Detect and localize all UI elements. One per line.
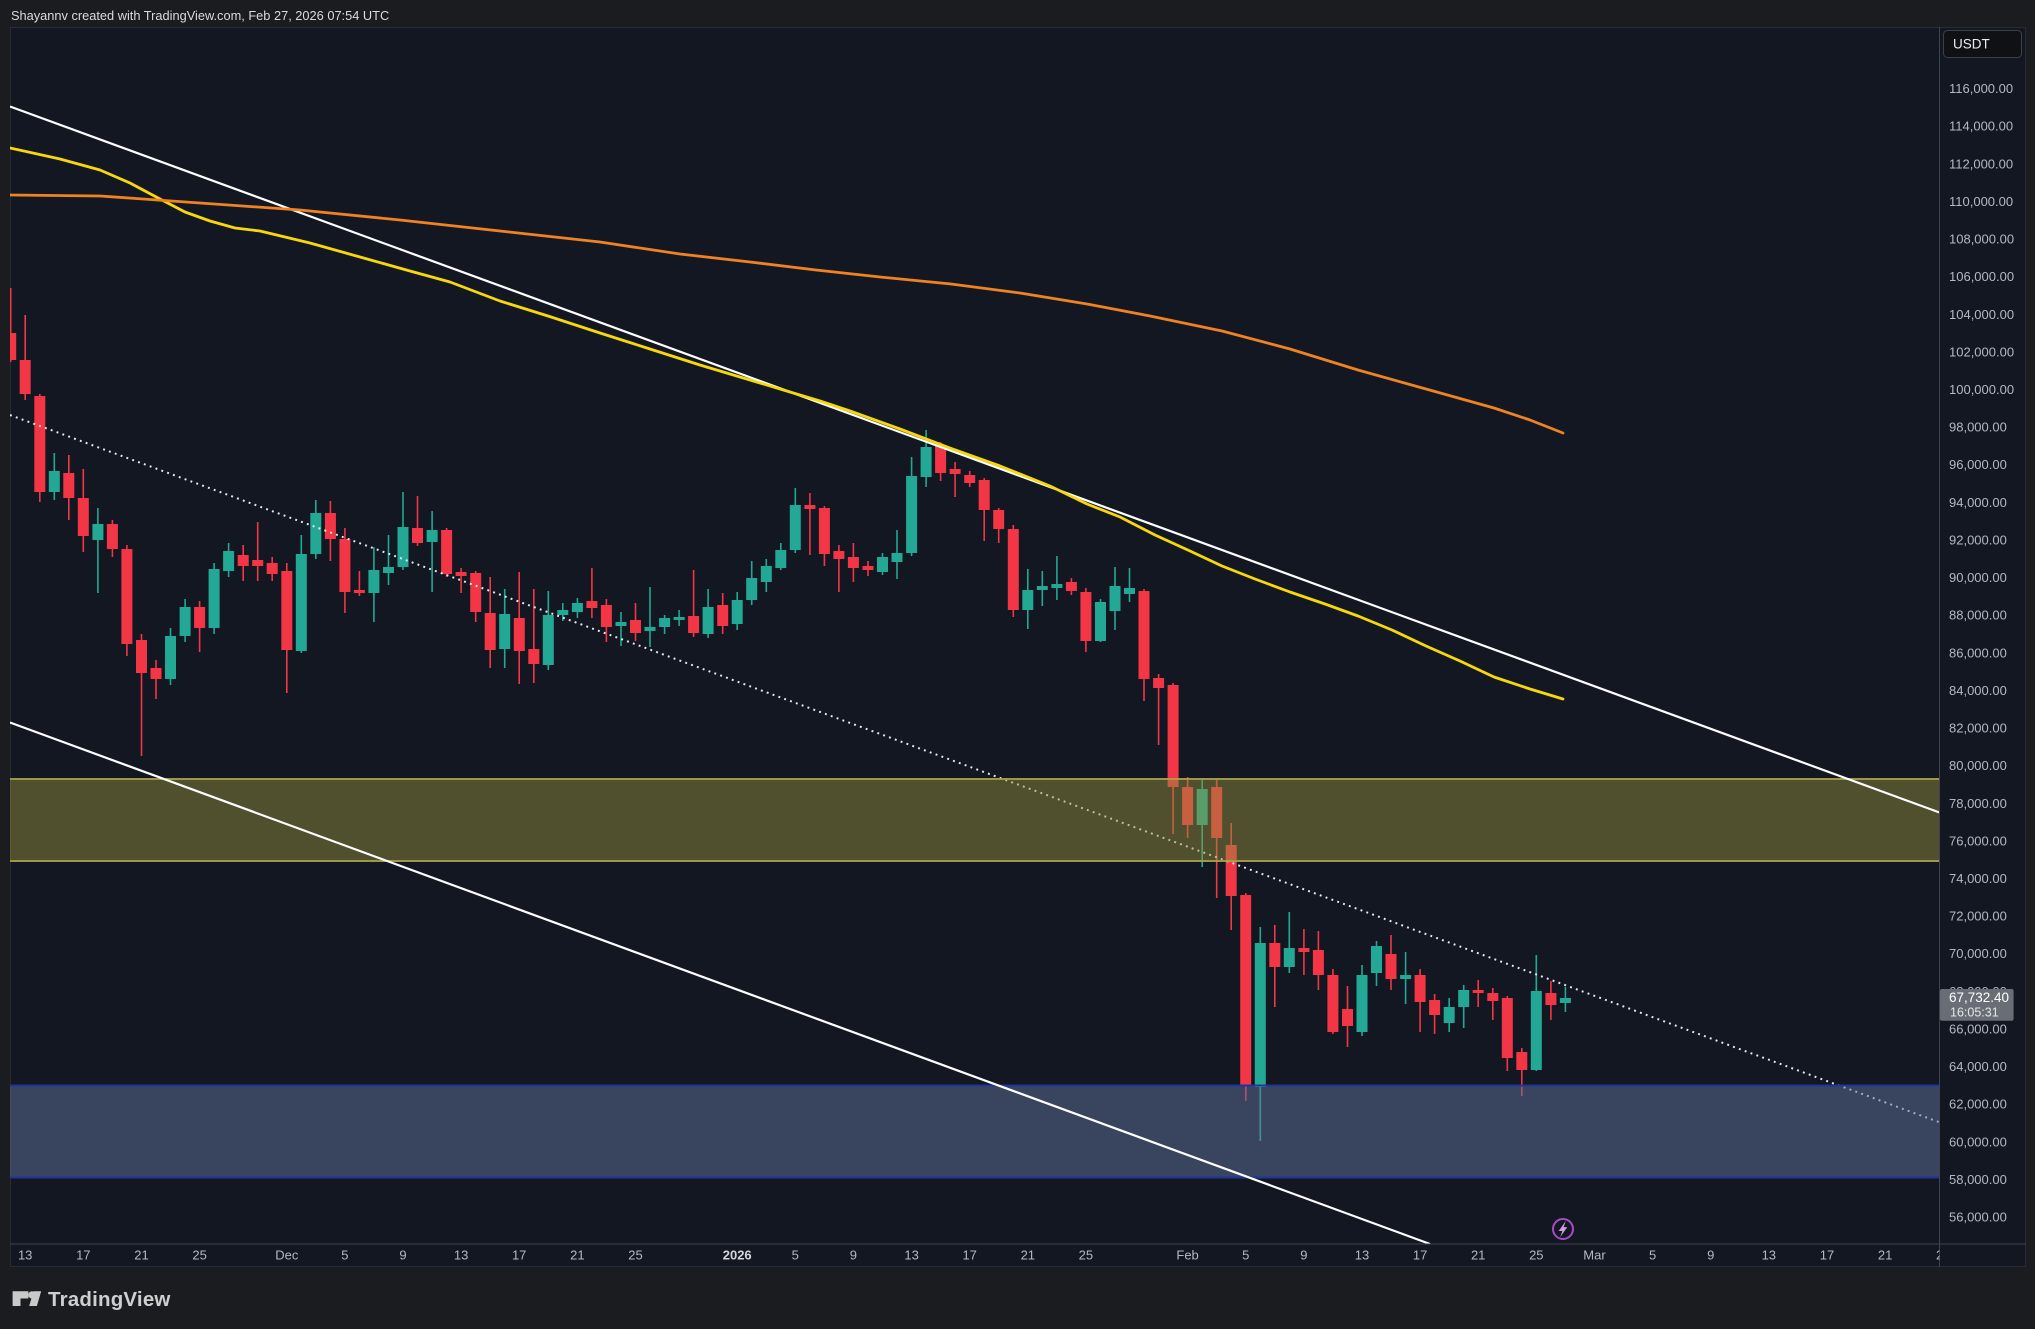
svg-text:13: 13 [454,1248,468,1263]
svg-text:13: 13 [904,1248,918,1263]
svg-text:Shayannv created with TradingV: Shayannv created with TradingView.com, F… [11,8,389,23]
svg-text:Feb: Feb [1176,1248,1198,1263]
svg-text:114,000.00: 114,000.00 [1949,119,2013,134]
svg-text:21: 21 [1471,1248,1485,1263]
svg-text:100,000.00: 100,000.00 [1949,382,2014,397]
svg-text:9: 9 [850,1248,857,1263]
svg-text:60,000.00: 60,000.00 [1949,1134,2007,1149]
svg-text:5: 5 [1649,1248,1656,1263]
svg-text:88,000.00: 88,000.00 [1949,608,2007,623]
svg-text:72,000.00: 72,000.00 [1949,909,2007,924]
svg-text:16:05:31: 16:05:31 [1950,1006,1999,1020]
svg-text:90,000.00: 90,000.00 [1949,570,2007,585]
svg-text:25: 25 [628,1248,642,1263]
svg-text:21: 21 [134,1248,148,1263]
svg-text:110,000.00: 110,000.00 [1949,194,2013,209]
svg-text:104,000.00: 104,000.00 [1949,307,2014,322]
svg-text:56,000.00: 56,000.00 [1949,1210,2007,1225]
svg-text:13: 13 [18,1248,32,1263]
svg-text:Mar: Mar [1583,1248,1606,1263]
svg-text:21: 21 [1878,1248,1892,1263]
svg-text:2026: 2026 [723,1248,752,1263]
svg-text:80,000.00: 80,000.00 [1949,758,2007,773]
svg-text:76,000.00: 76,000.00 [1949,833,2007,848]
svg-text:17: 17 [962,1248,976,1263]
svg-text:82,000.00: 82,000.00 [1949,721,2007,736]
svg-text:5: 5 [792,1248,799,1263]
svg-text:17: 17 [1413,1248,1427,1263]
svg-text:58,000.00: 58,000.00 [1949,1172,2007,1187]
svg-text:25: 25 [1079,1248,1093,1263]
svg-text:25: 25 [192,1248,206,1263]
svg-text:17: 17 [1820,1248,1834,1263]
svg-text:106,000.00: 106,000.00 [1949,269,2014,284]
svg-text:5: 5 [1242,1248,1249,1263]
svg-text:9: 9 [399,1248,406,1263]
svg-text:67,732.40: 67,732.40 [1949,990,2009,1005]
svg-text:74,000.00: 74,000.00 [1949,871,2007,886]
svg-text:112,000.00: 112,000.00 [1949,156,2013,171]
svg-text:62,000.00: 62,000.00 [1949,1097,2007,1112]
svg-text:TradingView: TradingView [48,1288,171,1311]
svg-text:64,000.00: 64,000.00 [1949,1059,2007,1074]
svg-text:Dec: Dec [275,1248,299,1263]
svg-text:21: 21 [1021,1248,1035,1263]
svg-text:108,000.00: 108,000.00 [1949,232,2014,247]
svg-text:17: 17 [76,1248,90,1263]
svg-text:84,000.00: 84,000.00 [1949,683,2007,698]
svg-text:98,000.00: 98,000.00 [1949,420,2007,435]
svg-text:9: 9 [1300,1248,1307,1263]
svg-text:94,000.00: 94,000.00 [1949,495,2007,510]
svg-text:116,000.00: 116,000.00 [1949,81,2013,96]
svg-text:25: 25 [1936,1248,1950,1263]
svg-text:92,000.00: 92,000.00 [1949,533,2007,548]
svg-text:86,000.00: 86,000.00 [1949,645,2007,660]
svg-text:13: 13 [1762,1248,1776,1263]
svg-text:USDT: USDT [1953,37,1990,52]
svg-text:96,000.00: 96,000.00 [1949,457,2007,472]
svg-text:70,000.00: 70,000.00 [1949,946,2007,961]
svg-text:102,000.00: 102,000.00 [1949,344,2014,359]
svg-text:78,000.00: 78,000.00 [1949,796,2007,811]
svg-text:25: 25 [1529,1248,1543,1263]
svg-text:21: 21 [570,1248,584,1263]
svg-text:9: 9 [1707,1248,1714,1263]
svg-text:5: 5 [341,1248,348,1263]
svg-text:66,000.00: 66,000.00 [1949,1021,2007,1036]
svg-text:17: 17 [512,1248,526,1263]
svg-text:13: 13 [1355,1248,1369,1263]
